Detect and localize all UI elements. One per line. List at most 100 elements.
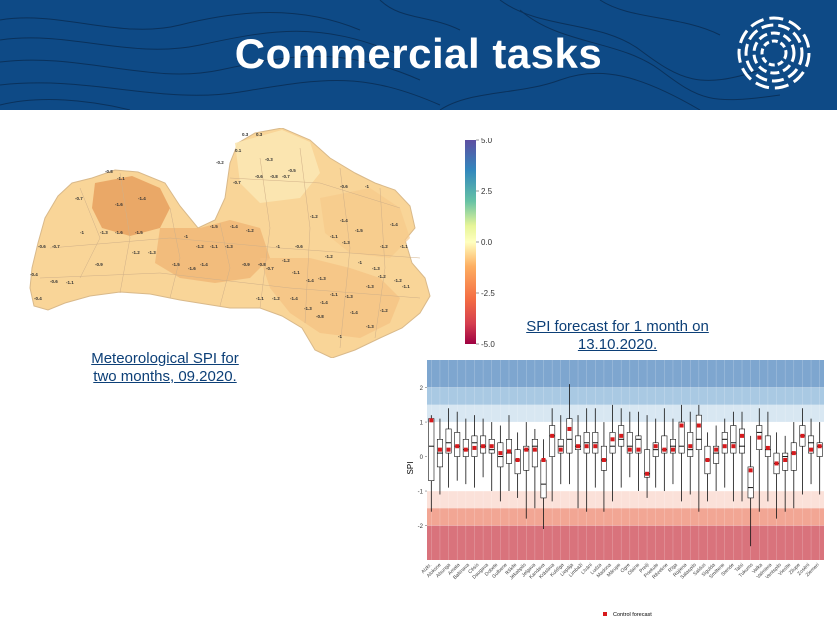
map-region-value: -1.4 xyxy=(290,296,298,301)
box-iqr xyxy=(644,449,651,478)
box-iqr xyxy=(609,432,616,454)
x-tick-label: Talsi xyxy=(734,562,745,573)
slide-title: Commercial tasks xyxy=(234,30,603,77)
map-region-value: -1 xyxy=(80,230,84,235)
colorbar-tick-label: 2.5 xyxy=(481,187,493,196)
control-forecast-point xyxy=(714,447,719,452)
map-region-value: 0.1 xyxy=(235,148,242,153)
map-region-east xyxy=(320,188,410,258)
map-region-value: -1.2 xyxy=(282,258,290,263)
map-region-value: -0.7 xyxy=(75,196,83,201)
map-region-value: -1.3 xyxy=(372,266,380,271)
box-Ikšķile xyxy=(506,415,512,492)
y-tick-label: -2 xyxy=(418,524,424,530)
colorbar-tick-label: -2.5 xyxy=(481,289,495,298)
map-region-value: -1.5 xyxy=(172,262,180,267)
x-axis: Aizkr.AloksneAlsungaAmataBaltinavaCēsisD… xyxy=(420,562,820,581)
box-Daugava xyxy=(480,418,487,478)
control-forecast-point xyxy=(455,444,460,449)
control-forecast-point xyxy=(645,471,650,476)
box-iqr xyxy=(678,421,685,454)
organization-logo-icon xyxy=(737,16,811,90)
x-tick-label: Rīga xyxy=(667,562,679,574)
map-region-value: -0.5 xyxy=(288,168,296,173)
box-44 xyxy=(808,418,815,485)
control-forecast-point xyxy=(610,437,615,442)
map-region-value: -0.6 xyxy=(340,184,348,189)
box-iqr xyxy=(566,418,573,454)
control-forecast-point xyxy=(688,444,693,449)
map-region-value: -0.8 xyxy=(316,314,324,319)
map-region-borders xyxy=(39,147,421,349)
control-forecast-point xyxy=(515,458,520,462)
control-forecast-point xyxy=(679,423,684,428)
map-region-value: -1.3 xyxy=(225,244,233,249)
box-Krāslava xyxy=(540,439,547,529)
box-Viesīte xyxy=(756,408,763,512)
colorbar: 5.0 2.5 0.0 -2.5 -5.0 xyxy=(465,138,495,348)
box-Madona xyxy=(592,408,599,488)
map-region-value: -1.2 xyxy=(310,214,318,219)
box-Ludza xyxy=(583,408,590,512)
map-region-central xyxy=(155,220,270,283)
control-forecast-point xyxy=(731,444,736,449)
map-region-value: -1.1 xyxy=(330,234,338,239)
box-Zosēni xyxy=(773,432,780,519)
colorbar-tick-label: 5.0 xyxy=(481,138,493,145)
spi-band xyxy=(427,404,824,423)
map-region-value: -1.2 xyxy=(246,228,254,233)
map-region-value: -0.6 xyxy=(50,279,58,284)
map-region-value: -1.3 xyxy=(318,276,326,281)
map-region-value: 0.3 xyxy=(256,132,263,137)
control-forecast-point xyxy=(429,418,434,423)
map-region-value: -1.5 xyxy=(210,224,218,229)
control-forecast-point xyxy=(472,445,477,450)
y-axis-label: SPI xyxy=(406,462,415,475)
box-Kandava xyxy=(531,428,538,509)
control-forecast-point xyxy=(524,447,529,452)
spi-band xyxy=(427,360,824,388)
box-Ziemeri xyxy=(782,435,789,512)
control-forecast-point xyxy=(800,433,805,438)
control-forecast-point xyxy=(653,444,658,449)
box-iqr xyxy=(428,418,435,481)
map-region-labels: 0.3 0.30.1-0.2-0.3-0.5-0.7-0.6 -0.8 -0.7-0.… xyxy=(30,132,410,339)
box-Līvāni xyxy=(575,415,582,509)
box-iqr xyxy=(575,435,582,450)
box-Kuldīga xyxy=(549,408,556,502)
map-region-value: -1.1 xyxy=(330,292,338,297)
map-region-value: -0.6 xyxy=(255,174,263,179)
map-region-value: -1 xyxy=(338,334,342,339)
control-forecast-point xyxy=(722,444,727,449)
control-forecast-point xyxy=(809,447,814,452)
control-forecast-point xyxy=(662,447,667,452)
box-Ogre xyxy=(609,404,616,502)
map-region-value: -0.3 xyxy=(265,157,273,162)
map-region-value: -1.1 xyxy=(66,280,74,285)
y-tick-label: -1 xyxy=(418,490,424,496)
control-forecast-point xyxy=(670,447,675,452)
map-region-value: 0.3 xyxy=(242,132,249,137)
map-region-value: -1 xyxy=(365,184,369,189)
box-Sigulda xyxy=(687,411,694,495)
map-region-value: -1.4 xyxy=(306,278,314,283)
spi-band xyxy=(427,525,824,560)
box-Talsi xyxy=(713,425,720,492)
map-region-value: -1.2 xyxy=(380,308,388,313)
box-Tukums xyxy=(721,418,728,488)
control-forecast-point xyxy=(576,444,581,449)
map-region-value: -1.4 xyxy=(340,218,348,223)
map-region-value: -0.2 xyxy=(216,160,224,165)
box-iqr xyxy=(549,425,556,457)
box-Stende xyxy=(704,432,711,502)
map-region-value: -1 xyxy=(358,260,362,265)
box-Zilupe xyxy=(764,411,771,502)
box-iqr xyxy=(635,435,642,454)
colorbar-gradient xyxy=(465,140,476,344)
map-region-value: -1 xyxy=(276,244,280,249)
map-region-value: -1.2 xyxy=(196,244,204,249)
control-forecast-point xyxy=(567,426,572,431)
control-forecast-point xyxy=(791,451,796,456)
map-region-value: -1.2 xyxy=(272,296,280,301)
map-caption: Meteorological SPI for two months, 09.20… xyxy=(60,350,270,386)
